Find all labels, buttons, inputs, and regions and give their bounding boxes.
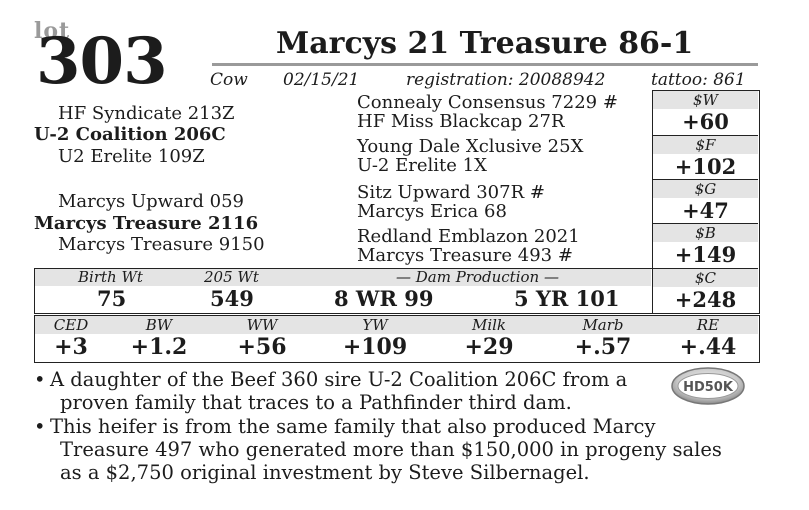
weaning-weight-value: 549: [210, 286, 254, 311]
epd-label-milk: Milk: [471, 316, 507, 334]
registration-number: registration: 20088942: [406, 70, 606, 90]
sex: Cow: [210, 70, 248, 90]
great-grandparent: Redland Emblazon 2021: [357, 226, 580, 247]
index-divider: [653, 223, 758, 224]
index-value-w: +60: [682, 109, 729, 134]
epd-label-bw: BW: [145, 316, 173, 334]
sire-dam: U2 Erelite 109Z: [58, 146, 205, 167]
sire-sire: HF Syndicate 213Z: [58, 103, 235, 124]
index-value-b: +149: [674, 242, 737, 267]
birth-date: 02/15/21: [283, 70, 360, 90]
index-divider: [653, 268, 758, 269]
index-divider: [653, 179, 758, 180]
index-divider: [653, 135, 758, 136]
note-2-line-3: as a $2,750 original investment by Steve…: [60, 461, 590, 484]
epd-value-milk: +29: [464, 334, 514, 360]
note-1-line-1: A daughter of the Beef 360 sire U-2 Coal…: [50, 368, 628, 391]
note-2-line-1: This heifer is from the same family that…: [50, 415, 656, 438]
dam-sire: Marcys Upward 059: [58, 191, 245, 212]
epd-header: [35, 316, 758, 334]
title-rule: [212, 63, 758, 66]
dam-production-yearling: 5 YR 101: [514, 286, 620, 311]
birth-weight-label: Birth Wt: [78, 268, 143, 286]
index-label-b: $B: [653, 224, 758, 242]
great-grandparent: Marcys Erica 68: [357, 201, 507, 222]
great-grandparent: Connealy Consensus 7229 #: [357, 92, 618, 113]
logo-text: HD50K: [683, 380, 734, 395]
index-value-g: +47: [682, 198, 729, 223]
note-1-line-2: proven family that traces to a Pathfinde…: [60, 391, 572, 414]
great-grandparent: Marcys Treasure 493 #: [357, 245, 573, 266]
epd-label-re: RE: [696, 316, 720, 334]
production-header: [35, 269, 651, 286]
great-grandparent: Young Dale Xclusive 25X: [357, 136, 584, 157]
hd50k-logo: HD50K: [670, 366, 746, 406]
great-grandparent: Sitz Upward 307R #: [357, 182, 545, 203]
epd-value-ced: +3: [54, 334, 88, 360]
epd-label-yw: YW: [362, 316, 388, 334]
epd-value-bw: +1.2: [130, 334, 188, 360]
lot-label: lot: [34, 18, 71, 44]
animal-name: Marcys 21 Treasure 86-1: [276, 26, 694, 61]
dam: Marcys Treasure 2116: [34, 213, 259, 234]
dam-production-weaning: 8 WR 99: [334, 286, 434, 311]
production-table: [34, 268, 652, 314]
epd-value-re: +.44: [679, 334, 737, 360]
epd-table: [34, 315, 760, 363]
great-grandparent: HF Miss Blackcap 27R: [357, 111, 565, 132]
epd-label-ced: CED: [53, 316, 89, 334]
index-label-g: $G: [653, 180, 758, 198]
note-2-line-2: Treasure 497 who generated more than $15…: [60, 438, 722, 461]
tattoo: tattoo: 861: [651, 70, 746, 90]
index-value-c: +248: [674, 287, 737, 312]
epd-label-marb: Marb: [582, 316, 624, 334]
sire: U-2 Coalition 206C: [34, 124, 226, 145]
birth-weight-value: 75: [97, 286, 127, 311]
index-label-f: $F: [653, 136, 758, 154]
lot-number: 303: [36, 24, 168, 99]
epd-value-ww: +56: [237, 334, 287, 360]
index-label-c: $C: [653, 269, 758, 287]
dam-production-label: — Dam Production —: [396, 268, 559, 286]
epd-label-ww: WW: [246, 316, 278, 334]
index-column: [652, 90, 760, 314]
dam-dam: Marcys Treasure 9150: [58, 234, 265, 255]
weaning-weight-label: 205 Wt: [204, 268, 259, 286]
epd-value-marb: +.57: [574, 334, 632, 360]
index-label-w: $W: [653, 91, 758, 109]
note-bullet: •: [34, 415, 46, 438]
great-grandparent: U-2 Erelite 1X: [357, 155, 487, 176]
index-value-f: +102: [674, 154, 737, 179]
epd-value-yw: +109: [342, 334, 408, 360]
note-bullet: •: [34, 368, 46, 391]
